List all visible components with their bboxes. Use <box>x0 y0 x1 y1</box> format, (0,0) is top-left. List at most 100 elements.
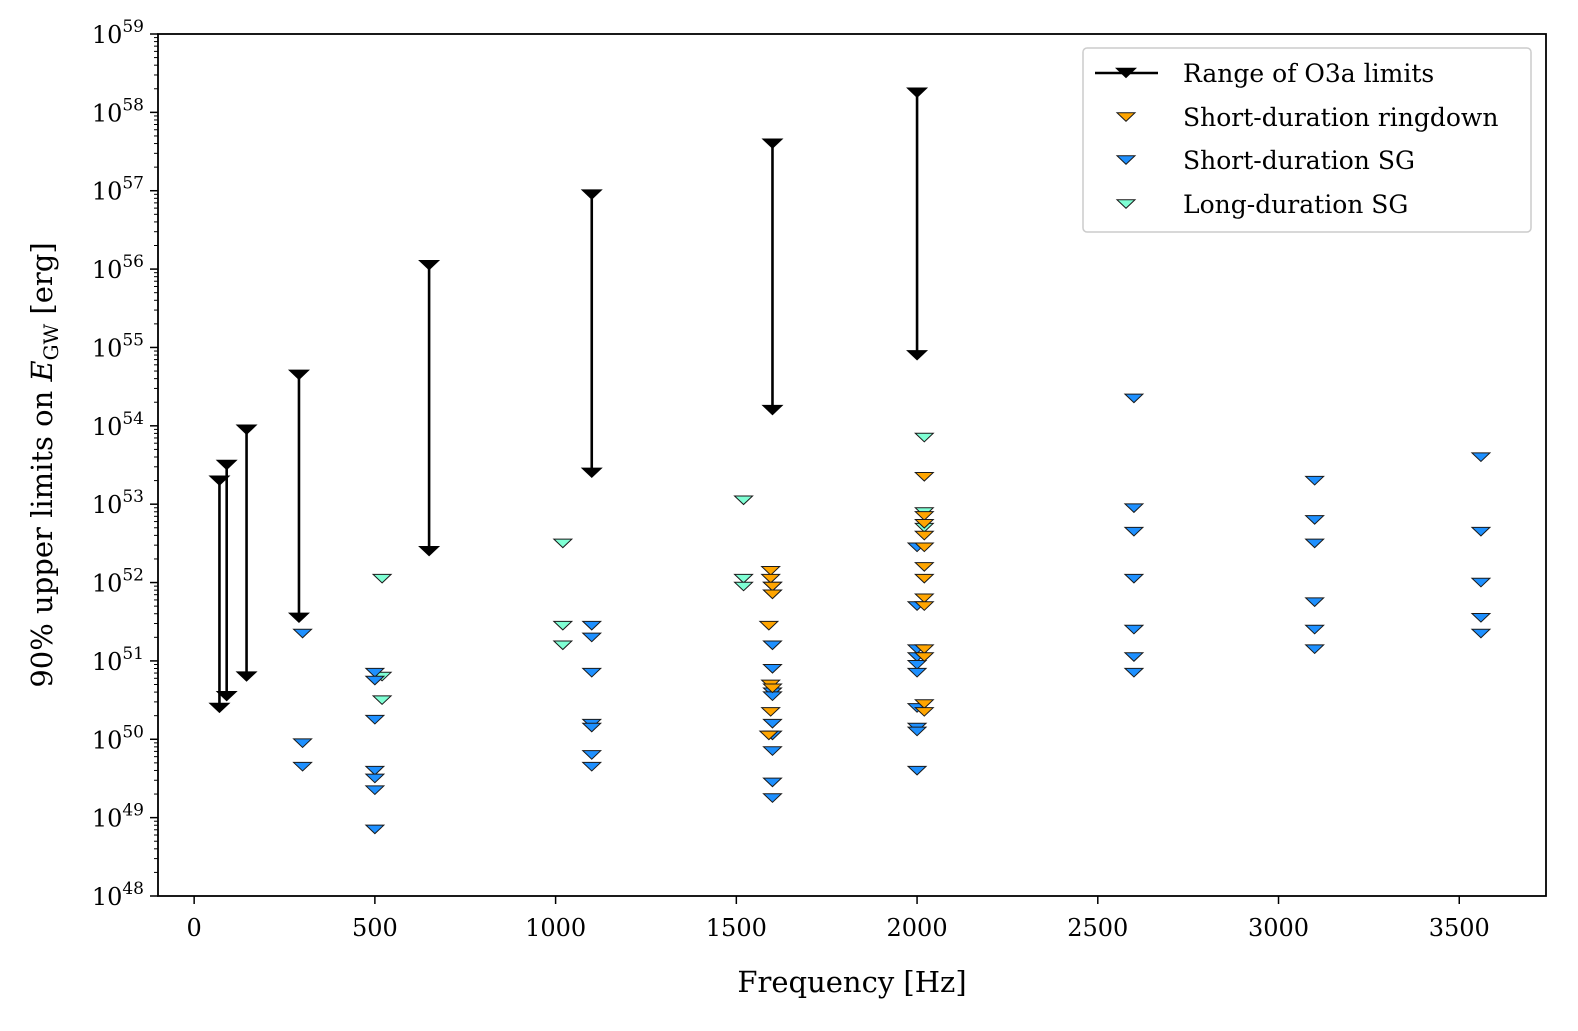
sg-point <box>581 761 603 772</box>
sg-point <box>1470 613 1492 623</box>
sg-point <box>906 660 928 670</box>
range-top-marker <box>418 259 441 271</box>
ringdown-point <box>762 683 783 694</box>
ringdown-point <box>760 566 781 576</box>
x-axis-ticks: 0 500 1000 1500 2000 2500 3000 3500 <box>187 896 1490 942</box>
y-tick-label: 1052 <box>92 566 144 598</box>
sg-point <box>1470 452 1492 463</box>
legend-marker <box>1115 199 1137 209</box>
ringdown-point <box>762 581 783 592</box>
sg-point <box>1304 475 1325 486</box>
sg-point <box>762 746 783 756</box>
range-bottom-marker <box>235 671 258 682</box>
ringdown-point <box>914 530 935 541</box>
x-tick-label: 1500 <box>706 914 767 942</box>
range-marker <box>215 459 238 702</box>
ringdown-point <box>914 652 935 662</box>
long-point <box>733 495 754 506</box>
range-marker <box>235 424 258 682</box>
x-tick-label: 3500 <box>1429 914 1490 942</box>
y-tick-label: 1057 <box>92 174 144 206</box>
sg-point <box>364 773 386 784</box>
ringdown-point <box>914 511 935 521</box>
sg-point <box>1304 597 1325 608</box>
sg-point <box>1123 526 1145 537</box>
y-tick-label: 1054 <box>92 409 144 441</box>
sg-point <box>906 726 928 737</box>
legend-marker <box>1115 155 1137 165</box>
long-point <box>552 538 574 549</box>
sg-point <box>1123 624 1145 635</box>
ringdown-point <box>914 699 935 709</box>
x-tick-label: 2500 <box>1067 914 1128 942</box>
range-top-marker <box>287 369 310 381</box>
long-point <box>733 573 754 584</box>
sg-point <box>581 632 603 643</box>
y-tick-label: 1055 <box>92 330 144 362</box>
x-tick-label: 0 <box>187 914 202 942</box>
legend-label: Range of O3a limits <box>1183 59 1434 88</box>
long-point <box>371 695 393 706</box>
ringdown-point <box>914 707 935 717</box>
sg-point <box>581 620 603 631</box>
range-top-marker <box>208 475 231 486</box>
x-tick-label: 1000 <box>525 914 586 942</box>
y-tick-label: 1051 <box>92 644 144 676</box>
plot-area <box>208 87 1492 835</box>
y-tick-label: 1049 <box>92 801 144 833</box>
plot-frame <box>157 33 1547 897</box>
ringdown-point <box>914 593 935 604</box>
range-marker <box>761 138 784 416</box>
range-marker <box>580 189 603 479</box>
legend-label: Short-duration ringdown <box>1183 103 1498 132</box>
range-top-marker <box>235 424 258 435</box>
sg-point <box>1304 644 1325 655</box>
legend-marker <box>1115 67 1137 79</box>
long-point <box>371 573 393 584</box>
range-bottom-marker <box>580 467 603 479</box>
y-tick-label: 1056 <box>92 252 144 284</box>
range-marker <box>906 87 929 361</box>
ringdown-point <box>914 644 935 655</box>
legend-marker <box>1115 112 1137 122</box>
sg-point <box>1304 515 1325 525</box>
legend: Range of O3a limits Short-duration ringdo… <box>1082 47 1532 233</box>
sg-point <box>1304 624 1325 635</box>
sg-point <box>364 667 386 678</box>
range-marker <box>287 369 310 624</box>
y-tick-label: 1053 <box>92 487 144 519</box>
legend-item-ringdown: Short-duration ringdown <box>1115 103 1498 132</box>
range-top-marker <box>215 459 238 471</box>
sg-point <box>1470 526 1492 537</box>
sg-point <box>762 777 783 788</box>
range-bottom-marker <box>208 702 231 714</box>
range-marker <box>208 475 231 714</box>
y-tick-label: 1058 <box>92 95 144 127</box>
ringdown-point <box>914 471 935 482</box>
ringdown-point <box>758 730 780 741</box>
sg-point <box>581 667 603 678</box>
sg-point <box>1123 652 1145 662</box>
sg-point <box>292 761 313 772</box>
sg-point <box>1470 628 1492 639</box>
x-tick-label: 500 <box>352 914 398 942</box>
sg-point <box>364 714 386 725</box>
sg-point <box>906 667 928 678</box>
range-top-marker <box>906 87 929 98</box>
sg-point <box>1470 577 1492 588</box>
sg-point <box>1123 573 1145 584</box>
x-tick-label: 2000 <box>887 914 948 942</box>
sg-point <box>364 824 386 835</box>
legend-item-long: Long-duration SG <box>1115 190 1408 219</box>
sg-point <box>364 785 386 796</box>
sg-point <box>364 765 386 776</box>
long-point <box>552 620 574 631</box>
long-point <box>914 432 935 443</box>
sg-point <box>762 663 783 674</box>
sg-point <box>1123 393 1145 404</box>
ringdown-point <box>914 562 935 572</box>
ringdown-point <box>914 601 935 612</box>
range-bottom-marker <box>215 690 238 702</box>
legend-label: Short-duration SG <box>1183 146 1415 175</box>
